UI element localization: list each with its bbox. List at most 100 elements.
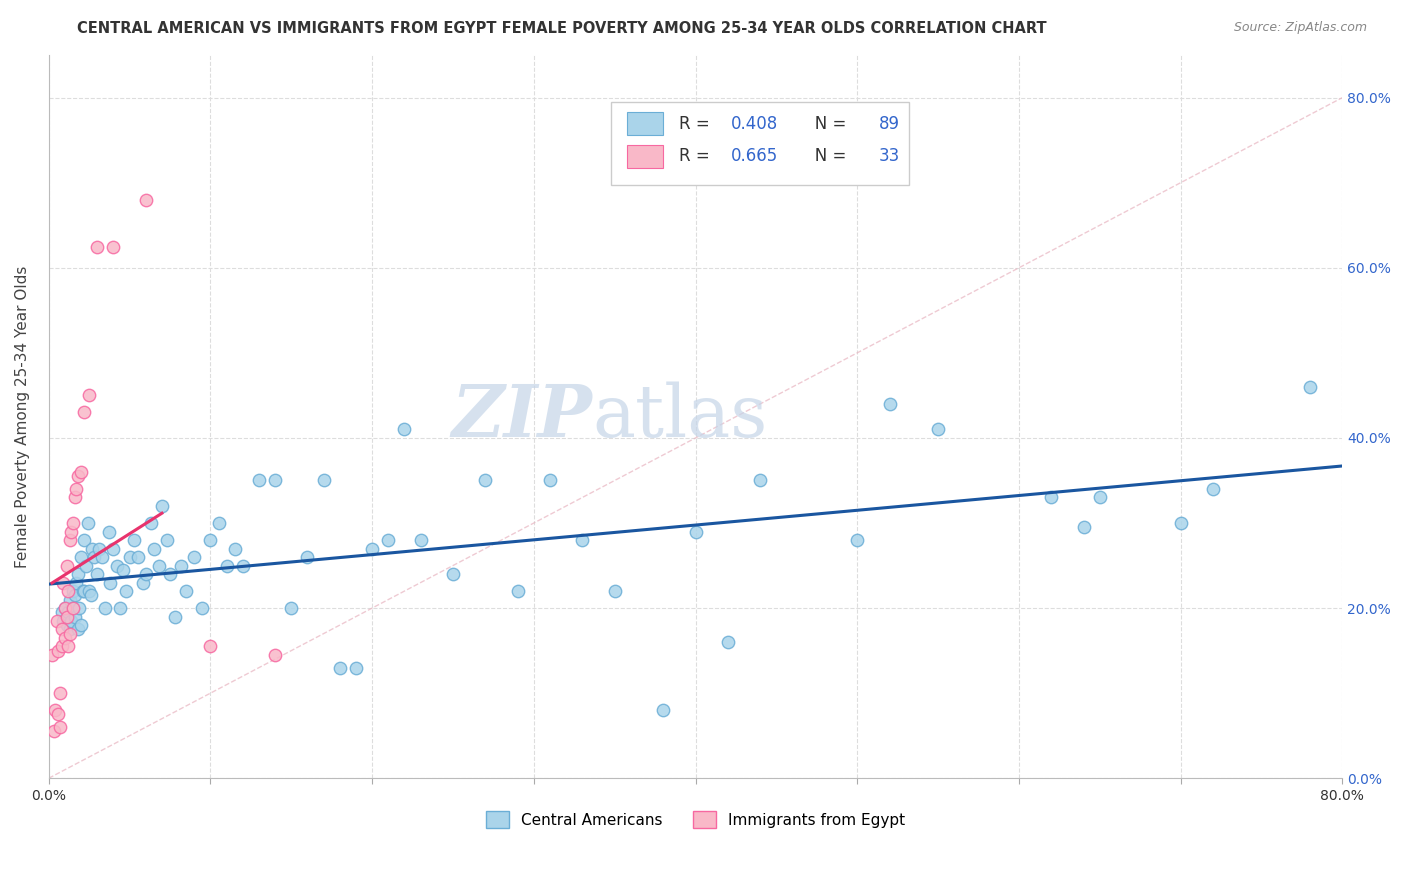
Point <box>77 388 100 402</box>
Text: R =: R = <box>679 115 714 133</box>
Point <box>49 686 72 700</box>
Point <box>506 584 529 599</box>
Point <box>394 422 416 436</box>
Point <box>63 609 86 624</box>
Point <box>62 601 84 615</box>
Point <box>142 541 165 556</box>
Text: 0.665: 0.665 <box>731 147 778 165</box>
Point <box>247 474 270 488</box>
Point <box>70 549 93 564</box>
Point <box>264 648 287 662</box>
Point <box>60 614 83 628</box>
Point <box>70 618 93 632</box>
Point <box>65 482 87 496</box>
Point <box>73 405 96 419</box>
Point <box>685 524 707 539</box>
Point <box>571 533 593 547</box>
Point <box>1073 520 1095 534</box>
Point <box>224 541 246 556</box>
Point <box>44 703 66 717</box>
Point <box>56 605 79 619</box>
Point <box>441 567 464 582</box>
Point <box>1170 516 1192 530</box>
Point <box>150 499 173 513</box>
Point <box>72 584 94 599</box>
Point <box>115 584 138 599</box>
Point <box>87 541 110 556</box>
Point <box>45 614 67 628</box>
Text: ZIP: ZIP <box>451 381 592 452</box>
Point <box>1040 491 1063 505</box>
Point <box>42 724 65 739</box>
Point <box>879 397 901 411</box>
Point <box>56 640 79 654</box>
Point <box>124 533 146 547</box>
Point <box>105 558 128 573</box>
Point <box>183 549 205 564</box>
Point <box>59 592 82 607</box>
Point <box>62 601 84 615</box>
Text: Source: ZipAtlas.com: Source: ZipAtlas.com <box>1233 21 1367 34</box>
FancyBboxPatch shape <box>612 103 908 186</box>
Point <box>846 533 869 547</box>
Point <box>97 524 120 539</box>
Point <box>312 474 335 488</box>
Point <box>98 575 121 590</box>
Point <box>55 618 77 632</box>
Point <box>264 474 287 488</box>
Point <box>927 422 949 436</box>
Point <box>232 558 254 573</box>
Point <box>41 648 63 662</box>
Y-axis label: Female Poverty Among 25-34 Year Olds: Female Poverty Among 25-34 Year Olds <box>15 266 30 568</box>
Point <box>329 660 352 674</box>
Point <box>82 541 104 556</box>
Text: 33: 33 <box>879 147 900 165</box>
Point <box>200 640 222 654</box>
Point <box>65 575 87 590</box>
Point <box>361 541 384 556</box>
Point <box>170 558 193 573</box>
Point <box>603 584 626 599</box>
Point <box>53 631 76 645</box>
Text: N =: N = <box>799 115 852 133</box>
Point <box>55 609 77 624</box>
Point <box>108 601 131 615</box>
Point <box>538 474 561 488</box>
Point <box>62 516 84 530</box>
Point <box>1088 491 1111 505</box>
Point <box>377 533 399 547</box>
Point <box>215 558 238 573</box>
Point <box>75 558 97 573</box>
Bar <box>627 145 664 168</box>
Point <box>200 533 222 547</box>
Point <box>1202 482 1225 496</box>
Point <box>73 584 96 599</box>
Point <box>652 703 675 717</box>
Point <box>66 567 89 582</box>
Point <box>163 609 186 624</box>
Point <box>344 660 367 674</box>
Point <box>174 584 197 599</box>
Point <box>56 584 79 599</box>
Point <box>118 549 141 564</box>
Point <box>156 533 179 547</box>
Point <box>48 643 70 657</box>
Point <box>207 516 229 530</box>
Point <box>135 193 157 207</box>
Point <box>94 601 117 615</box>
Point <box>86 239 108 253</box>
Point <box>53 601 76 615</box>
Point <box>55 558 77 573</box>
Bar <box>627 112 664 136</box>
Point <box>139 516 162 530</box>
Point <box>717 635 740 649</box>
Point <box>66 623 89 637</box>
Point <box>83 549 105 564</box>
Point <box>52 614 75 628</box>
Point <box>1299 380 1322 394</box>
Point <box>63 588 86 602</box>
Point <box>191 601 214 615</box>
Point <box>76 516 98 530</box>
Text: atlas: atlas <box>592 382 768 452</box>
Point <box>474 474 496 488</box>
